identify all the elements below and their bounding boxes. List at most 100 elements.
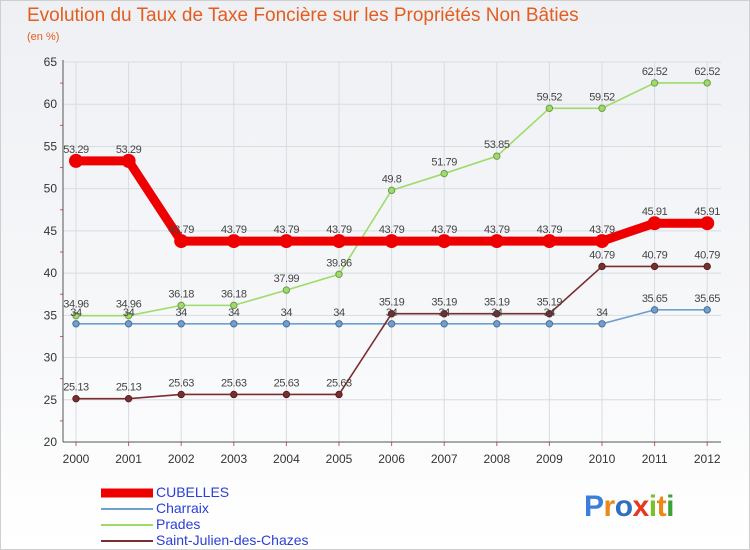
- data-label-cubelles-2002: 43.79: [168, 224, 194, 236]
- x-tick-label: 2003: [220, 452, 247, 466]
- data-label-charraix-2002: 34: [175, 307, 187, 319]
- grid-lines: [63, 61, 721, 443]
- point-cubelles-2010: [595, 234, 609, 249]
- series-saint-julien-des-chazes: [72, 262, 711, 403]
- series-cubelles: [69, 153, 715, 249]
- data-label-cubelles-2010: 43.79: [589, 224, 615, 236]
- data-label-prades-2000: 34.96: [63, 299, 89, 311]
- data-label-cubelles-2005: 43.79: [326, 224, 352, 236]
- y-tick-label: 60: [44, 97, 58, 111]
- point-prades-2008: [493, 152, 501, 160]
- point-charraix-2003: [230, 320, 238, 328]
- point-charraix-2002: [177, 320, 185, 328]
- point-cubelles-2001: [121, 153, 136, 168]
- data-label-prades-2010: 59.52: [589, 91, 615, 103]
- data-label-saint-julien-des-chazes-2003: 25.63: [221, 377, 247, 389]
- data-label-charraix-2005: 34: [333, 307, 345, 319]
- point-charraix-2012: [703, 306, 711, 314]
- point-prades-2007: [440, 169, 448, 178]
- data-label-cubelles-2001: 53.29: [116, 144, 142, 156]
- data-label-charraix-2000: 34: [70, 307, 82, 319]
- point-prades-2005: [335, 270, 343, 278]
- point-cubelles-2004: [279, 234, 294, 249]
- data-label-saint-julien-des-chazes-2008: 35.19: [484, 297, 510, 309]
- point-saint-julien-des-chazes-2000: [72, 394, 80, 403]
- point-saint-julien-des-chazes-2001: [124, 394, 133, 403]
- point-saint-julien-des-chazes-2003: [230, 390, 238, 399]
- point-saint-julien-des-chazes-2008: [493, 310, 501, 318]
- logo-letter: x: [632, 490, 650, 523]
- chart-title: Evolution du Taux de Taxe Foncière sur l…: [27, 5, 579, 26]
- point-prades-2002: [177, 301, 185, 310]
- x-tick-label: 2006: [378, 452, 405, 466]
- data-label-cubelles-2011: 45.91: [642, 206, 668, 218]
- legend-label-charraix: Charraix: [156, 500, 209, 516]
- data-label-charraix-2010: 34: [596, 307, 608, 319]
- point-saint-julien-des-chazes-2006: [387, 310, 396, 318]
- point-prades-2000: [72, 311, 80, 320]
- data-label-saint-julien-des-chazes-2007: 35.19: [431, 297, 457, 309]
- axes: 20 25 30 35 40 45 50 55 60 65 2000 2001 2002 2003 2004…: [44, 55, 721, 466]
- data-label-saint-julien-des-chazes-2011: 40.79: [642, 249, 668, 261]
- x-tick-label: 2000: [63, 452, 90, 466]
- data-label-prades-2005: 39.86: [326, 257, 352, 269]
- data-label-prades-2008: 53.85: [484, 139, 510, 151]
- logo-letter: o: [614, 490, 633, 523]
- data-label-cubelles-2006: 43.79: [379, 224, 405, 236]
- point-charraix-2001: [124, 320, 133, 328]
- logo-letter: t: [656, 490, 667, 523]
- point-cubelles-2009: [542, 234, 557, 249]
- point-cubelles-2003: [226, 234, 241, 249]
- point-prades-2006: [387, 186, 396, 195]
- point-charraix-2008: [493, 320, 501, 328]
- data-label-charraix-2008: 34: [491, 307, 503, 319]
- series-lines: [69, 79, 715, 403]
- point-saint-julien-des-chazes-2012: [703, 262, 711, 271]
- point-prades-2009: [545, 104, 554, 112]
- y-tick-label: 30: [44, 351, 58, 365]
- logo-letter: i: [666, 490, 674, 523]
- x-tick-label: 2009: [536, 452, 563, 466]
- point-saint-julien-des-chazes-2005: [335, 390, 343, 399]
- data-label-prades-2003: 36.18: [221, 288, 247, 300]
- y-tick-label: 45: [44, 224, 58, 238]
- logo-letter: r: [603, 490, 616, 523]
- data-label-charraix-2006: 34: [386, 307, 398, 319]
- point-charraix-2011: [650, 306, 659, 314]
- point-prades-2010: [598, 104, 606, 112]
- point-charraix-2010: [598, 320, 606, 328]
- data-label-cubelles-2003: 43.79: [221, 224, 247, 236]
- series-prades: [72, 79, 711, 320]
- data-label-prades-2002: 36.18: [168, 288, 194, 300]
- x-tick-label: 2005: [326, 452, 353, 466]
- point-cubelles-2008: [489, 234, 504, 249]
- point-saint-julien-des-chazes-2007: [440, 310, 448, 318]
- data-labels: 34 34 34 34 34 34 34 34 34 34 34 35.65 35.65 34.96 34.…: [63, 66, 720, 394]
- point-cubelles-2002: [174, 234, 189, 249]
- data-label-cubelles-2007: 43.79: [431, 224, 457, 236]
- point-saint-julien-des-chazes-2010: [598, 262, 606, 271]
- y-tick-label: 20: [44, 435, 58, 449]
- data-label-prades-2006: 49.8: [382, 173, 402, 185]
- x-tick-label: 2002: [168, 452, 195, 466]
- data-label-saint-julien-des-chazes-2006: 35.19: [379, 297, 405, 309]
- data-label-saint-julien-des-chazes-2009: 35.19: [537, 297, 563, 309]
- point-charraix-2009: [545, 320, 554, 328]
- x-tick-label: 2001: [115, 452, 142, 466]
- point-saint-julien-des-chazes-2009: [545, 310, 554, 318]
- logo-letter: i: [648, 490, 657, 523]
- data-label-prades-2007: 51.79: [431, 157, 457, 169]
- proxiti-logo: Proxiti: [584, 490, 674, 524]
- data-label-prades-2012: 62.52: [694, 66, 720, 78]
- data-label-saint-julien-des-chazes-2002: 25.63: [168, 377, 194, 389]
- point-cubelles-2000: [69, 153, 83, 168]
- point-prades-2001: [124, 311, 133, 320]
- data-label-saint-julien-des-chazes-2005: 25.63: [326, 377, 352, 389]
- legend-label-cubelles: CUBELLES: [156, 484, 230, 500]
- data-label-saint-julien-des-chazes-2001: 25.13: [116, 382, 142, 394]
- x-tick-label: 2010: [589, 452, 616, 466]
- data-label-prades-2011: 62.52: [642, 66, 668, 78]
- y-tick-label: 40: [44, 266, 58, 280]
